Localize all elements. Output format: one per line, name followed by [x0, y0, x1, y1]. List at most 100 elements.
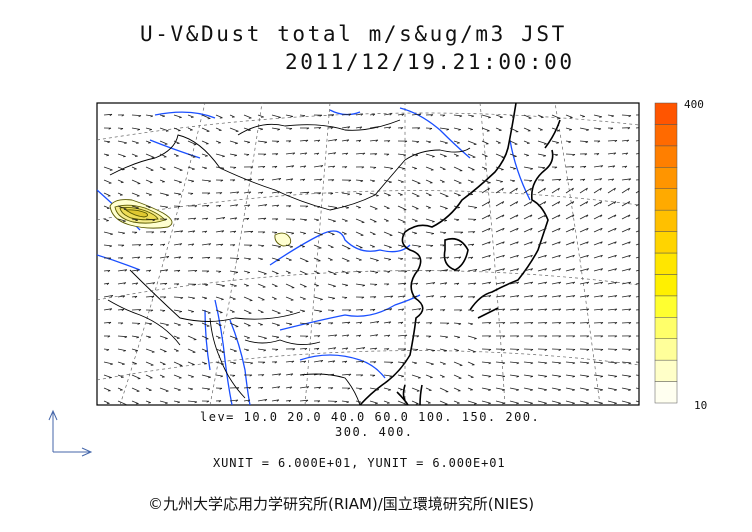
wind-arrow	[369, 400, 378, 404]
wind-arrow	[593, 214, 603, 220]
wind-arrow	[481, 214, 491, 220]
wind-arrowhead	[149, 256, 153, 259]
wind-arrowhead	[502, 228, 505, 231]
wind-arrow	[397, 282, 407, 285]
wind-arrowhead	[387, 334, 391, 338]
wind-arrow	[145, 179, 153, 183]
wind-arrow	[481, 295, 491, 298]
wind-arrowhead	[628, 115, 632, 118]
wind-arrow	[537, 201, 546, 207]
wind-arrow	[117, 348, 126, 351]
wind-arrow	[635, 296, 639, 298]
wind-arrowhead	[460, 295, 464, 298]
wind-arrow	[187, 217, 196, 220]
wind-arrowhead	[194, 205, 198, 208]
wind-arrowhead	[628, 201, 631, 204]
wind-arrowhead	[137, 323, 141, 325]
wind-arrowhead	[302, 115, 306, 117]
wind-arrowhead	[360, 309, 364, 312]
wind-arrowhead	[234, 285, 237, 287]
wind-arrow	[229, 217, 237, 220]
wind-arrowhead	[176, 218, 180, 221]
wind-arrow	[523, 308, 533, 311]
wind-arrowhead	[386, 348, 390, 351]
wind-arrow	[495, 153, 505, 158]
wind-arrow	[229, 348, 237, 352]
wind-arrow	[635, 127, 639, 129]
country-borders	[107, 119, 471, 405]
wind-arrow	[621, 178, 631, 181]
wind-arrow	[579, 308, 589, 311]
wind-arrow	[607, 361, 618, 364]
wind-arrow	[537, 140, 547, 145]
wind-arrowhead	[643, 282, 645, 284]
wind-arrowhead	[628, 254, 631, 258]
wind-arrow	[159, 153, 167, 158]
wind-arrowhead	[614, 281, 618, 285]
wind-arrow	[467, 256, 473, 259]
wind-arrowhead	[277, 386, 281, 389]
wind-arrowhead	[572, 254, 575, 258]
wind-arrow	[117, 282, 126, 285]
wind-arrowhead	[208, 376, 211, 379]
wind-arrow	[327, 360, 335, 363]
wind-arrowhead	[109, 245, 113, 248]
wind-arrowhead	[572, 214, 575, 218]
wind-arrow	[229, 230, 236, 233]
wind-arrowhead	[376, 260, 379, 262]
wind-arrowhead	[247, 204, 251, 207]
wind-arrow	[509, 322, 520, 324]
wind-arrow	[285, 152, 295, 155]
wind-arrow	[635, 361, 639, 363]
wind-arrow	[159, 348, 167, 352]
wind-arrow	[411, 321, 420, 324]
wind-arrowhead	[177, 205, 181, 208]
wind-arrow	[103, 166, 113, 171]
wind-arrowhead	[404, 270, 408, 273]
wind-arrow	[411, 113, 421, 116]
wind-arrow	[313, 257, 321, 262]
wind-arrowhead	[516, 241, 519, 244]
wind-arrowhead	[526, 155, 529, 157]
wind-arrow	[607, 140, 618, 142]
wind-arrow	[467, 335, 477, 339]
wind-arrowhead	[109, 308, 113, 311]
wind-arrowhead	[333, 285, 336, 288]
wind-arrowhead	[249, 244, 253, 247]
wind-arrow	[117, 335, 128, 338]
wind-arrowhead	[360, 374, 364, 377]
wind-arrow	[495, 214, 505, 220]
wind-arrow	[243, 399, 250, 402]
wind-arrowhead	[235, 399, 239, 402]
wind-arrowhead	[333, 220, 336, 223]
wind-arrowhead	[358, 334, 362, 338]
wind-arrow	[607, 374, 617, 377]
wind-arrowhead	[558, 308, 562, 311]
wind-arrowhead	[249, 374, 253, 377]
wind-arrow	[327, 244, 334, 248]
wind-arrowhead	[190, 388, 194, 391]
wind-arrow	[453, 114, 463, 117]
wind-arrow	[215, 296, 224, 300]
wind-arrow	[355, 347, 365, 350]
wind-arrowhead	[586, 281, 590, 285]
colorbar-swatch	[654, 188, 678, 211]
wind-arrowhead	[516, 308, 520, 311]
wind-arrowhead	[614, 335, 618, 338]
wind-arrowhead	[586, 375, 590, 378]
wind-arrow	[131, 387, 140, 392]
wind-arrow	[509, 166, 516, 169]
wind-arrow	[201, 361, 207, 365]
wind-arrowhead	[628, 268, 631, 271]
wind-arrowhead	[192, 297, 196, 300]
wind-arrow	[257, 114, 264, 118]
wind-arrow	[285, 165, 294, 168]
wind-arrow	[439, 269, 448, 272]
wind-arrow	[481, 400, 491, 404]
wind-arrowhead	[614, 308, 618, 311]
wind-arrow	[103, 282, 109, 285]
wind-arrow	[313, 165, 323, 168]
wind-arrowhead	[150, 243, 154, 247]
wind-arrow	[327, 165, 335, 168]
wind-arrowhead	[418, 246, 422, 248]
